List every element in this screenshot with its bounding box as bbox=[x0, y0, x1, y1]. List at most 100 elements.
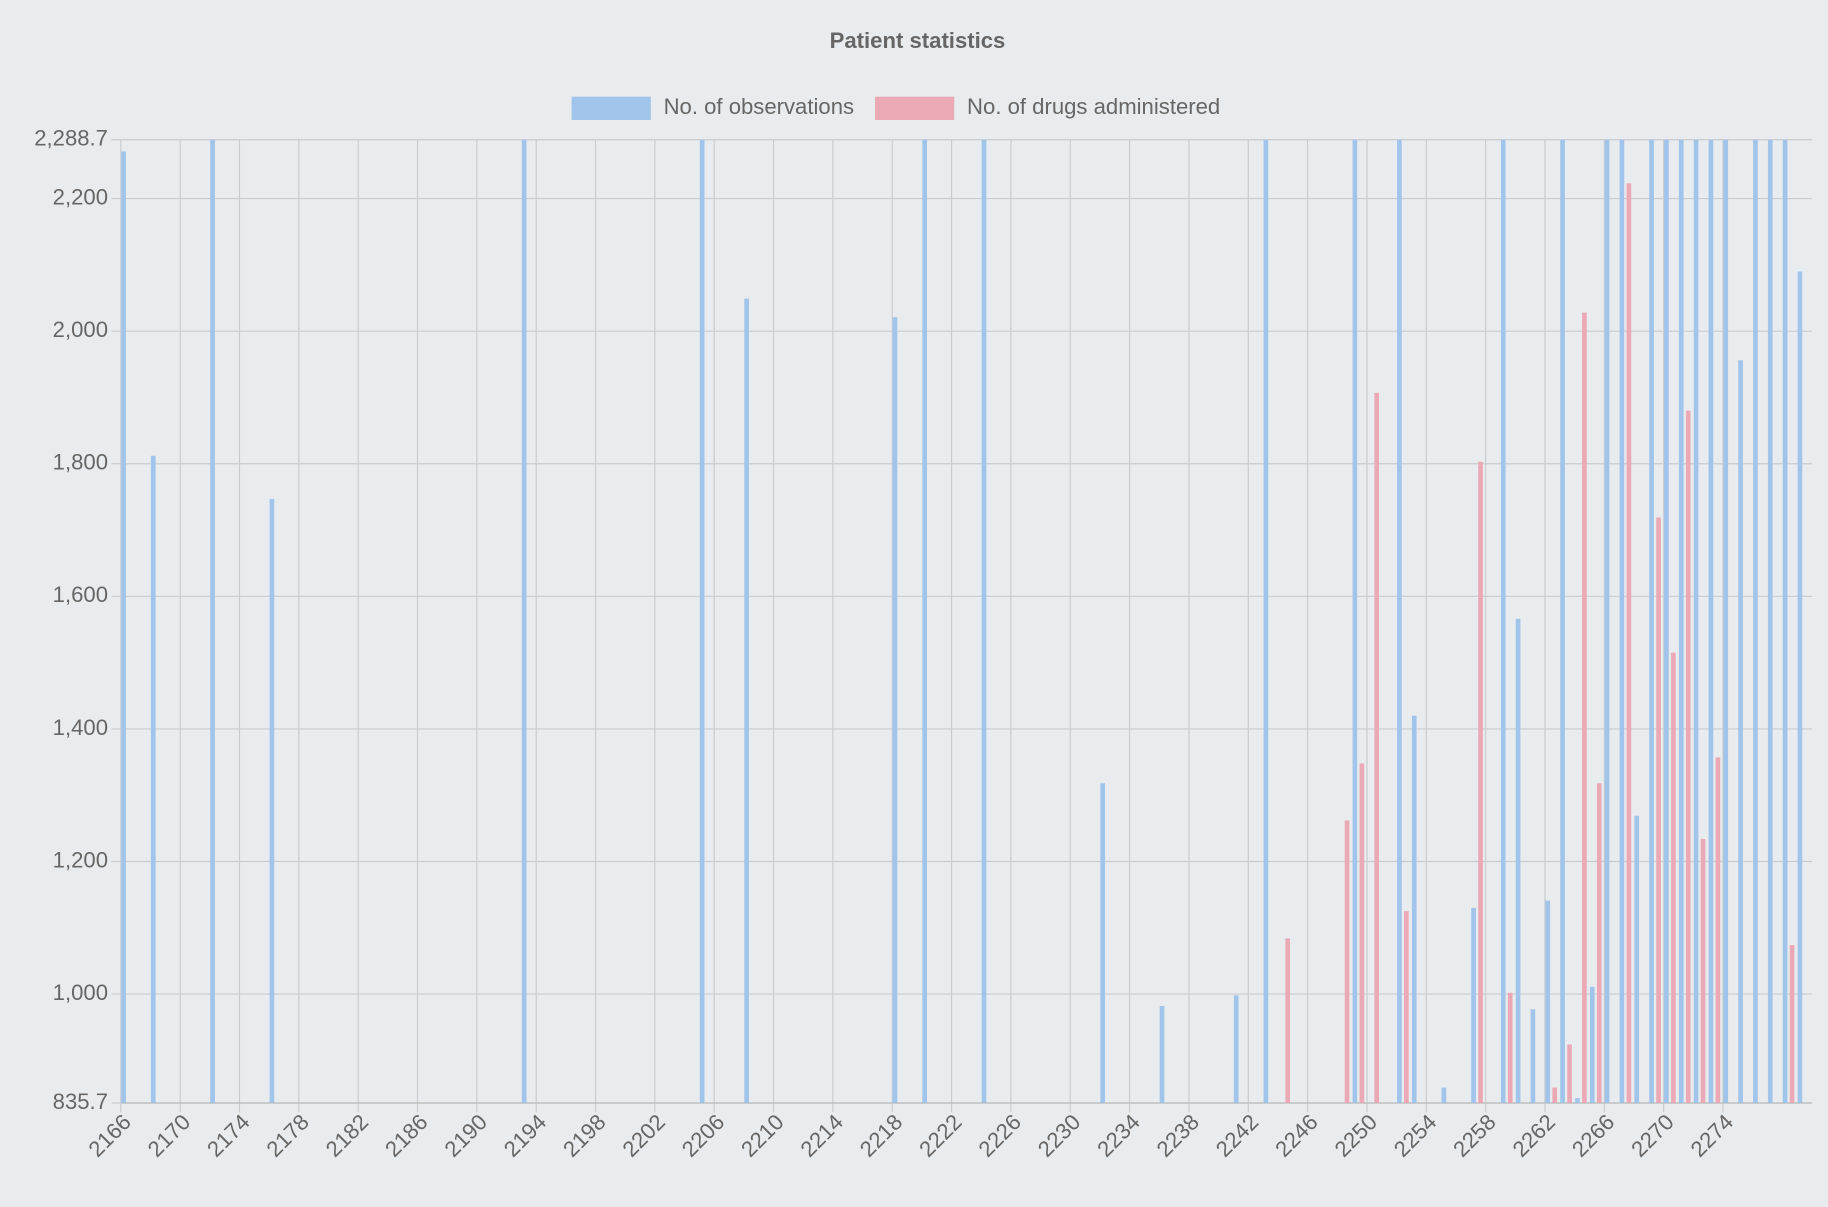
bar bbox=[1545, 900, 1551, 1103]
bar bbox=[1411, 715, 1417, 1103]
bar bbox=[1671, 652, 1676, 1103]
bar bbox=[744, 298, 749, 1103]
x-tick-label: 2274 bbox=[1686, 1109, 1738, 1161]
bar bbox=[1159, 1006, 1165, 1103]
x-tick-label: 2230 bbox=[1033, 1109, 1085, 1161]
bar bbox=[1441, 1087, 1447, 1103]
bar bbox=[1789, 945, 1795, 1103]
bar bbox=[1619, 139, 1625, 1103]
bar bbox=[269, 498, 275, 1103]
bar bbox=[1404, 911, 1409, 1103]
x-tick-label: 2198 bbox=[558, 1109, 610, 1161]
y-tick-label: 2,288.7 bbox=[34, 126, 108, 151]
legend-label: No. of drugs administered bbox=[967, 94, 1220, 119]
bar bbox=[1471, 907, 1476, 1103]
bar bbox=[521, 139, 527, 1103]
x-tick-label: 2254 bbox=[1389, 1109, 1441, 1161]
x-tick-label: 2206 bbox=[677, 1109, 729, 1161]
bar bbox=[1582, 312, 1587, 1103]
bar bbox=[1708, 139, 1714, 1103]
y-tick-label: 2,000 bbox=[53, 317, 108, 342]
bar bbox=[1575, 1098, 1580, 1103]
bars bbox=[121, 139, 1803, 1103]
x-tick-label: 2234 bbox=[1092, 1109, 1144, 1161]
bar bbox=[1685, 410, 1691, 1103]
bar bbox=[1589, 986, 1595, 1103]
x-tick-label: 2166 bbox=[83, 1109, 135, 1161]
bar bbox=[1723, 139, 1729, 1103]
bar bbox=[1797, 271, 1803, 1103]
bar bbox=[1478, 461, 1483, 1103]
bar bbox=[1693, 139, 1699, 1103]
y-tick-label: 1,400 bbox=[53, 715, 108, 740]
bar bbox=[1344, 820, 1350, 1103]
x-tick-label: 2214 bbox=[796, 1109, 848, 1161]
x-tick-label: 2262 bbox=[1508, 1109, 1560, 1161]
bar bbox=[1664, 139, 1669, 1103]
y-tick-label: 1,800 bbox=[53, 450, 108, 475]
bar bbox=[210, 139, 215, 1103]
x-tick-label: 2258 bbox=[1448, 1109, 1500, 1161]
chart-title: Patient statistics bbox=[830, 28, 1006, 53]
x-tick-label: 2210 bbox=[736, 1109, 788, 1161]
x-tick-label: 2246 bbox=[1270, 1109, 1322, 1161]
x-tick-label: 2266 bbox=[1567, 1109, 1619, 1161]
bar bbox=[1634, 815, 1640, 1103]
x-tick-label: 2202 bbox=[618, 1109, 670, 1161]
x-tick-label: 2218 bbox=[855, 1109, 907, 1161]
bar bbox=[892, 317, 898, 1103]
bar bbox=[1352, 139, 1358, 1103]
x-tick-label: 2186 bbox=[380, 1109, 432, 1161]
grid bbox=[111, 139, 1813, 1113]
y-tick-label: 835.7 bbox=[53, 1089, 108, 1114]
bar bbox=[1678, 139, 1684, 1103]
y-tick-label: 1,600 bbox=[53, 582, 108, 607]
x-tick-label: 2222 bbox=[914, 1109, 966, 1161]
bar bbox=[1359, 763, 1365, 1103]
bar bbox=[1374, 392, 1380, 1103]
bar bbox=[1782, 139, 1788, 1103]
bar bbox=[1560, 139, 1565, 1103]
bar bbox=[1233, 995, 1239, 1103]
bar bbox=[121, 151, 126, 1103]
y-tick-label: 1,200 bbox=[53, 847, 108, 872]
bar bbox=[922, 139, 927, 1103]
bar bbox=[1715, 757, 1721, 1103]
bar bbox=[1500, 139, 1506, 1103]
legend-label: No. of observations bbox=[664, 94, 855, 119]
bar bbox=[699, 139, 705, 1103]
bar bbox=[1263, 139, 1269, 1103]
x-tick-label: 2170 bbox=[143, 1109, 195, 1161]
x-tick-label: 2250 bbox=[1330, 1109, 1382, 1161]
x-tick-label: 2174 bbox=[202, 1109, 254, 1161]
bar bbox=[1285, 938, 1291, 1103]
x-tick-label: 2182 bbox=[321, 1109, 373, 1161]
legend-swatch bbox=[571, 96, 651, 120]
bar bbox=[1515, 618, 1521, 1103]
x-tick-label: 2178 bbox=[261, 1109, 313, 1161]
legend-swatch bbox=[875, 96, 955, 120]
bar bbox=[1530, 1009, 1536, 1103]
x-tick-label: 2194 bbox=[499, 1109, 551, 1161]
bar bbox=[1397, 139, 1402, 1103]
bar bbox=[1700, 838, 1706, 1103]
bar bbox=[150, 455, 156, 1103]
x-tick-label: 2226 bbox=[974, 1109, 1026, 1161]
x-tick-label: 2238 bbox=[1152, 1109, 1204, 1161]
bar bbox=[1507, 992, 1513, 1103]
x-tick-label: 2270 bbox=[1626, 1109, 1678, 1161]
bar bbox=[1626, 183, 1632, 1103]
bar bbox=[1552, 1087, 1558, 1103]
bar bbox=[1567, 1044, 1572, 1103]
bar bbox=[1767, 139, 1773, 1103]
x-tick-label: 2242 bbox=[1211, 1109, 1263, 1161]
bar bbox=[1738, 360, 1743, 1103]
bar bbox=[981, 139, 987, 1103]
bar bbox=[1649, 139, 1654, 1103]
bar bbox=[1753, 139, 1758, 1103]
y-tick-label: 1,000 bbox=[53, 980, 108, 1005]
bar bbox=[1604, 139, 1610, 1103]
x-tick-label: 2190 bbox=[439, 1109, 491, 1161]
